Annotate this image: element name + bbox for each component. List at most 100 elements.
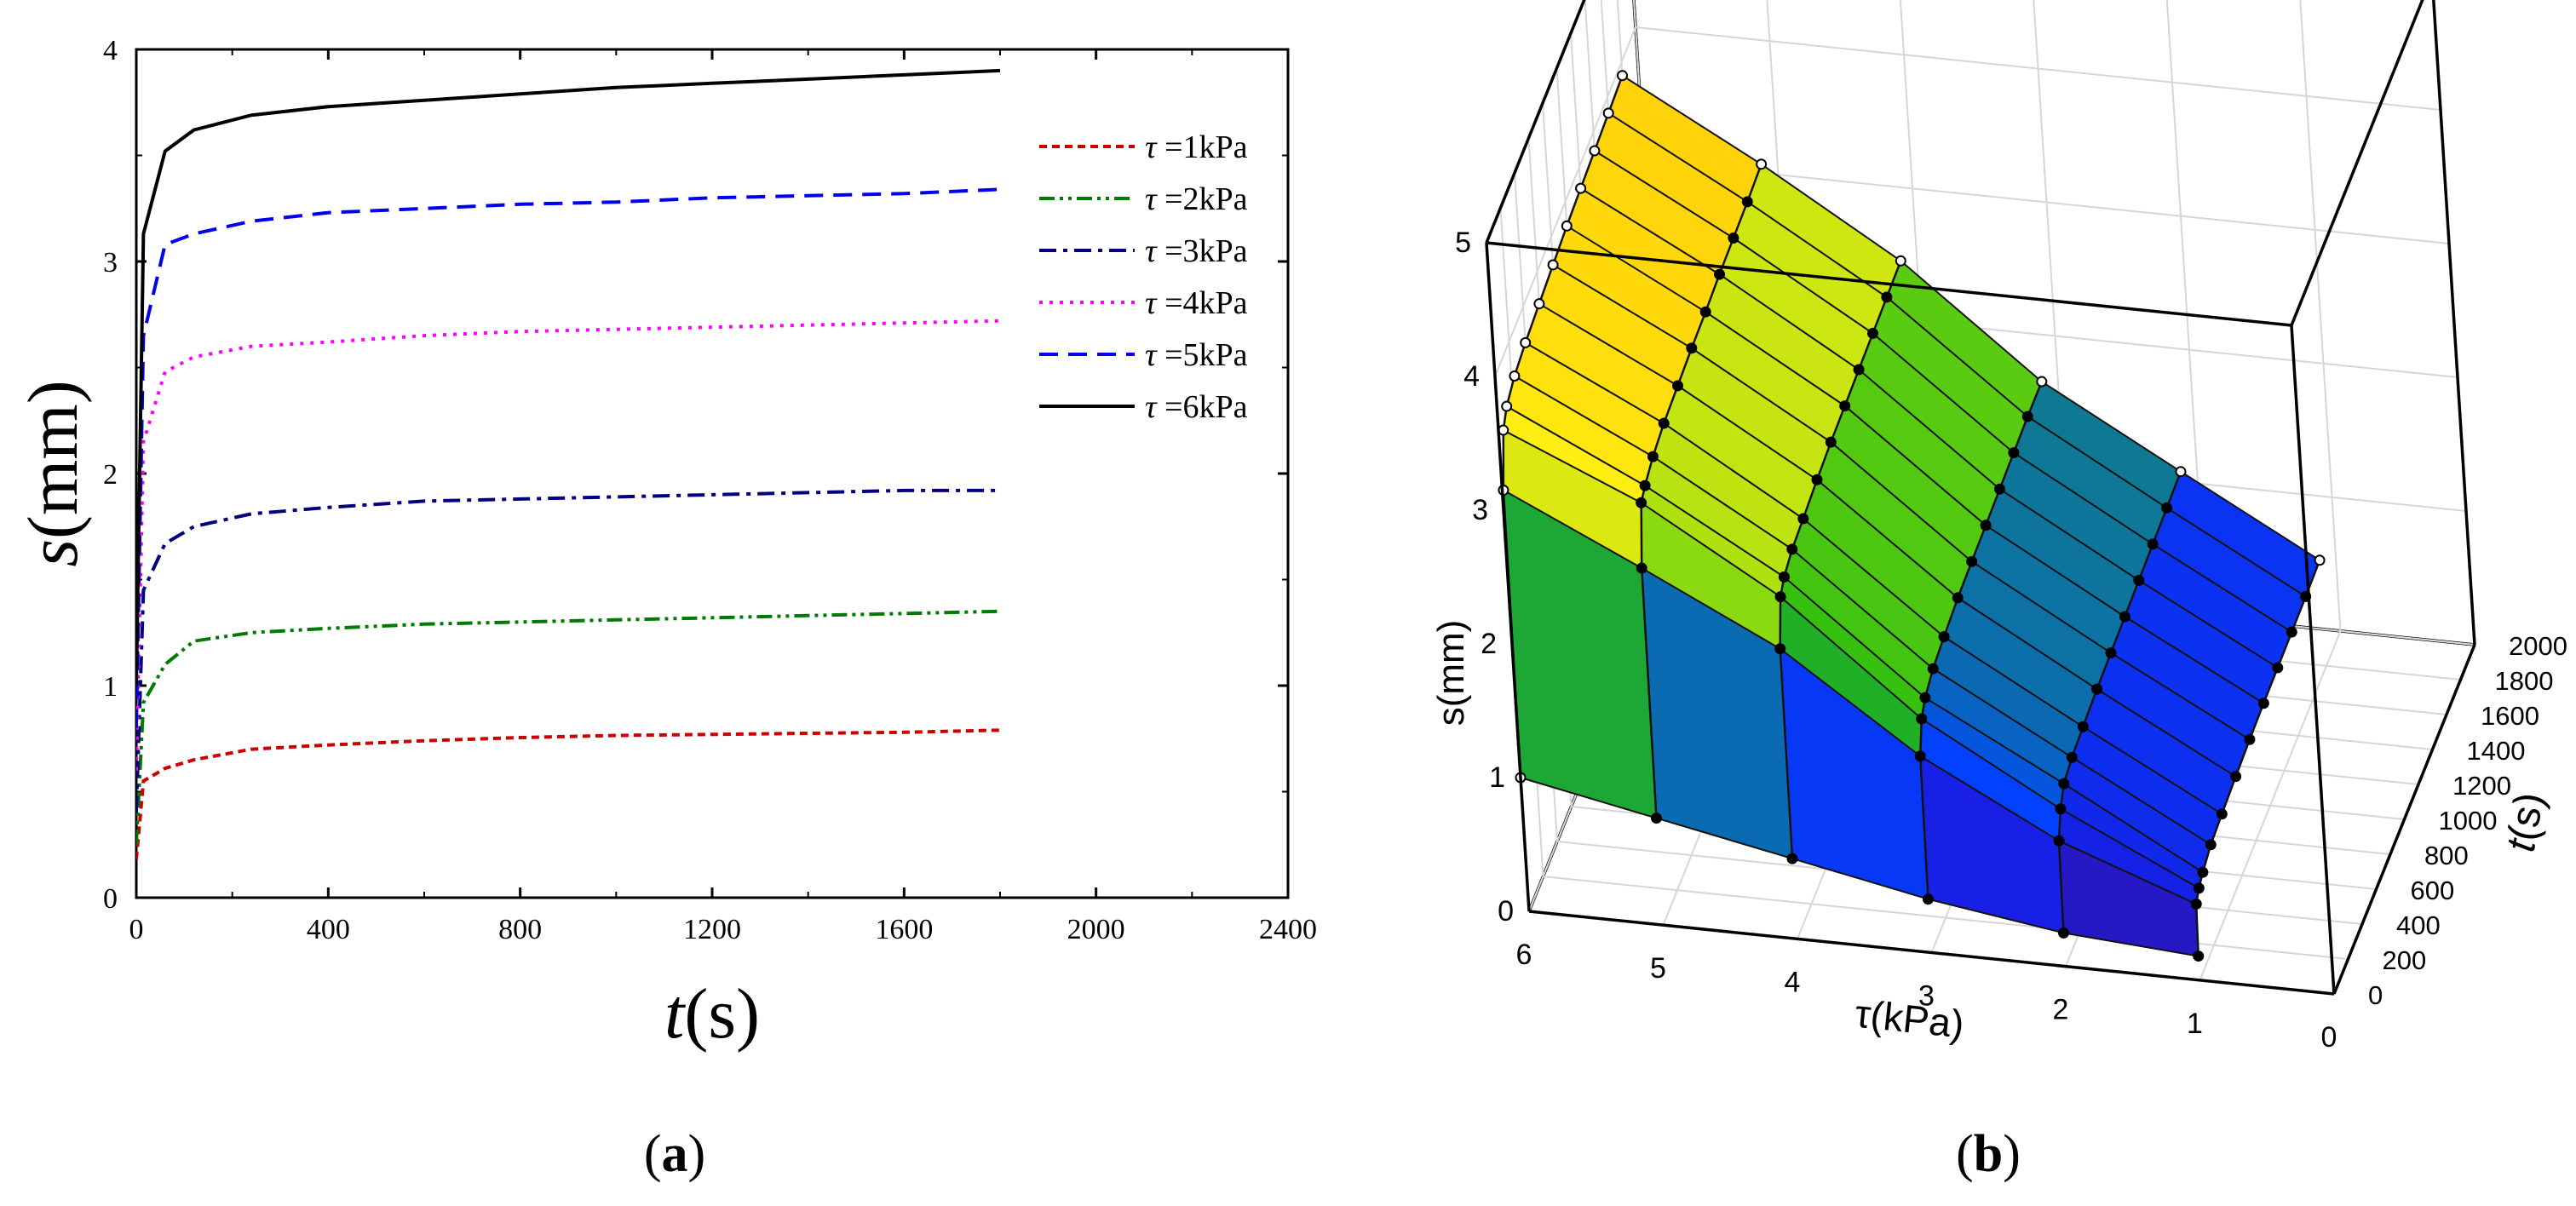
chart-b-data-point xyxy=(2216,808,2228,820)
chart-b-data-point xyxy=(1938,631,1950,643)
chart-b-data-point xyxy=(1786,543,1798,555)
chart-b-xtick-label: 2 xyxy=(2053,994,2069,1026)
chart-b-data-point xyxy=(2058,927,2069,939)
chart-b-data-point xyxy=(1914,750,1926,762)
chart-a-xtick-label: 2000 xyxy=(1067,914,1125,945)
chart-a-legend-symbol: τ xyxy=(1145,181,1158,217)
chart-b-data-point xyxy=(2091,683,2103,695)
chart-b-ytick-label: 1000 xyxy=(2439,806,2498,836)
chart-b-data-point xyxy=(1658,417,1670,429)
chart-b-data-point xyxy=(2175,466,2187,478)
chart-b-data-point xyxy=(1916,713,1928,725)
chart-a-series-line-4 xyxy=(136,319,1001,771)
chart-b-ytick-label: 800 xyxy=(2424,841,2469,870)
chart-b-data-point xyxy=(1778,571,1790,583)
chart-a-legend-text: =1kPa xyxy=(1157,129,1248,165)
chart-b-xtick-label: 3 xyxy=(1918,980,1935,1013)
chart-b-data-point xyxy=(1533,298,1545,310)
chart-b-ztick-label: 3 xyxy=(1472,494,1488,526)
chart-b-data-point xyxy=(1966,555,1978,567)
chart-b-ytick-label: 1200 xyxy=(2452,771,2511,801)
chart-b-grid-line xyxy=(1643,160,2450,244)
chart-b-data-point xyxy=(1501,400,1513,412)
chart-b-data-point xyxy=(1714,268,1725,280)
chart-b-data-point xyxy=(1839,400,1851,412)
chart-a-ytick-label: 0 xyxy=(103,883,118,915)
chart-b-data-point xyxy=(2053,835,2065,847)
chart-b-mesh-line-time xyxy=(1506,405,2204,874)
chart-b: 0123450123456020040060080010001200140016… xyxy=(1430,0,2567,1183)
chart-b-data-point xyxy=(2133,574,2145,586)
chart-b-data-point xyxy=(1589,145,1601,157)
chart-b-ztick-label: 5 xyxy=(1455,227,1471,259)
chart-b-data-point xyxy=(1994,483,2005,495)
chart-b-ytick-label: 400 xyxy=(2396,910,2441,940)
chart-b-mesh-line-time xyxy=(1594,150,2292,634)
chart-b-xtick-label: 6 xyxy=(1516,939,1532,971)
chart-a-ytick-label: 1 xyxy=(103,671,118,703)
chart-b-mesh-line-time xyxy=(1538,302,2237,778)
chart-b-box-edge xyxy=(1485,242,1531,912)
chart-b-data-point xyxy=(1686,342,1698,354)
chart-b-data-point xyxy=(2286,626,2297,638)
chart-b-data-point xyxy=(1575,182,1587,194)
chart-b-data-point xyxy=(1699,306,1711,318)
chart-b-mesh-line-time xyxy=(1621,74,2320,561)
chart-a-xtick-label: 800 xyxy=(498,914,542,945)
chart-b-data-point xyxy=(1774,591,1786,603)
chart-b-ztick-label: 0 xyxy=(1498,895,1514,927)
chart-b-data-point xyxy=(2066,751,2078,763)
chart-b-mesh-line-time xyxy=(1580,187,2279,669)
chart-b-grid-line xyxy=(1543,876,2349,960)
chart-b-data-point xyxy=(2161,502,2173,514)
chart-a-ylabel: s(mm) xyxy=(14,380,93,566)
chart-a-legend-symbol: τ xyxy=(1145,233,1158,269)
chart-b-data-point xyxy=(1811,474,1823,485)
chart-a-legend-label-3: τ =3kPa xyxy=(1145,233,1248,269)
chart-a-legend-text: =5kPa xyxy=(1157,337,1248,373)
chart-b-box-edge xyxy=(2432,0,2476,646)
chart-b-ztick-label: 4 xyxy=(1463,360,1480,393)
chart-a-xtick-label: 400 xyxy=(307,914,350,945)
chart-b-data-point xyxy=(1867,327,1878,339)
chart-b-data-point xyxy=(2205,839,2217,851)
chart-b-data-point xyxy=(2230,771,2242,783)
chart-a-series-line-6 xyxy=(136,68,1001,686)
chart-a-legend-text: =4kPa xyxy=(1157,285,1248,321)
chart-b-axes: 0123450123456020040060080010001200140016… xyxy=(1455,227,2567,1054)
chart-a-series xyxy=(136,68,1001,860)
chart-b-data-point xyxy=(2147,538,2159,550)
chart-b-data-point xyxy=(2008,447,2020,459)
chart-b-data-point xyxy=(2257,698,2269,709)
panel-label-b: (b) xyxy=(1956,1125,2021,1183)
chart-b-data-point xyxy=(1728,232,1739,244)
chart-a-legend-symbol: τ xyxy=(1145,285,1158,321)
chart-b-data-point xyxy=(1547,259,1559,271)
chart-b-mesh-line-time xyxy=(1566,225,2264,704)
chart-b-data-point xyxy=(2314,554,2326,566)
chart-b-xtick-label: 5 xyxy=(1650,952,1666,985)
chart-b-ztick-label: 1 xyxy=(1489,761,1505,794)
chart-b-data-point xyxy=(1786,853,1798,864)
chart-b-data-point xyxy=(2055,803,2067,815)
chart-b-ylabel: t(s) xyxy=(2498,790,2553,855)
chart-b-ytick-label: 200 xyxy=(2383,945,2427,975)
chart-b-mesh-line-time xyxy=(1520,777,2199,957)
chart-a-xtick-label: 0 xyxy=(129,914,144,945)
chart-b-data-point xyxy=(2021,411,2033,422)
chart-b-ytick-label: 1400 xyxy=(2467,736,2526,766)
chart-b-data-point xyxy=(1756,158,1768,170)
chart-b-box-front xyxy=(1485,0,2476,996)
chart-b-box-edge xyxy=(1485,0,1586,244)
chart-b-box-edge xyxy=(2290,324,2336,995)
chart-a-legend-label-1: τ =1kPa xyxy=(1145,129,1248,165)
chart-b-data-point xyxy=(1509,370,1521,382)
chart-a-series-line-5 xyxy=(136,187,1001,728)
chart-a-xtick-label: 2400 xyxy=(1259,914,1317,945)
chart-b-mesh-line-time xyxy=(1607,112,2307,598)
chart-a-legend-label-4: τ =4kPa xyxy=(1145,285,1248,321)
chart-b-xlabel: τ(kPa) xyxy=(1853,991,1966,1047)
chart-a-legend-label-5: τ =5kPa xyxy=(1145,337,1248,373)
chart-b-data-point xyxy=(2119,611,2130,623)
